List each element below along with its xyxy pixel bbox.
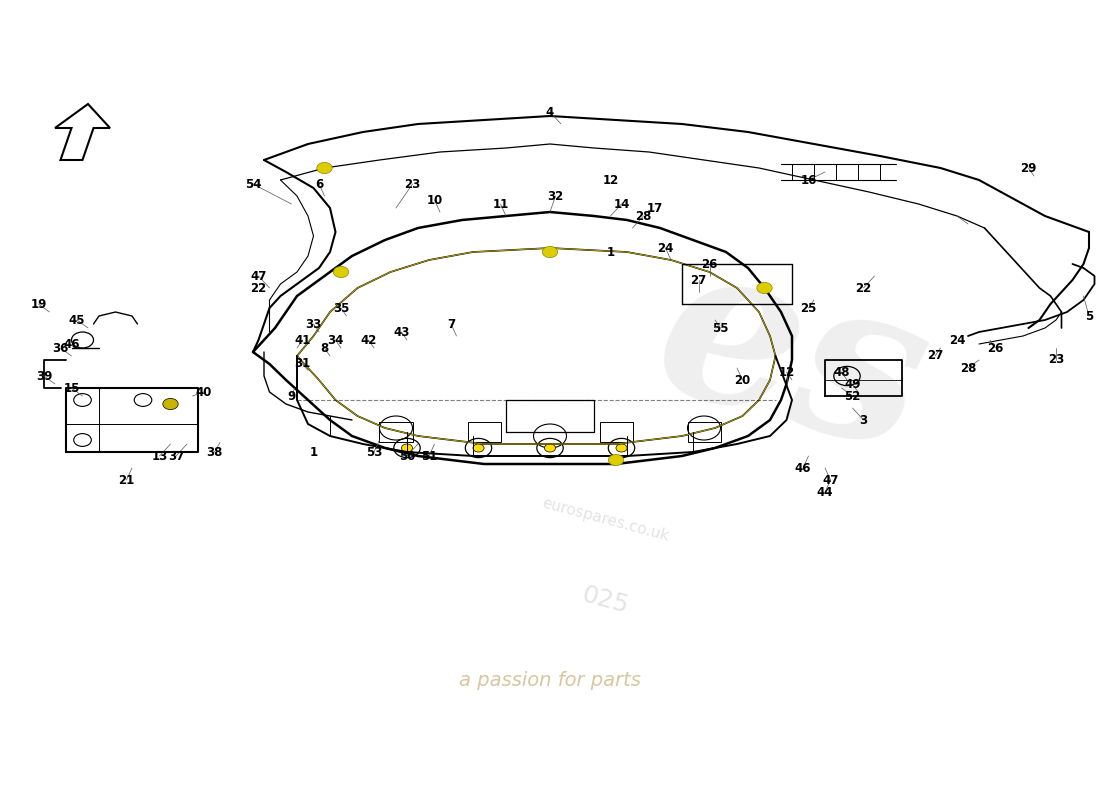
Text: 48: 48	[834, 366, 849, 378]
Text: 54: 54	[244, 178, 262, 190]
Text: 23: 23	[405, 178, 420, 190]
Bar	[600, 422, 632, 442]
Text: 46: 46	[794, 462, 812, 474]
Text: 22: 22	[856, 282, 871, 294]
Text: 27: 27	[691, 274, 706, 286]
Text: 19: 19	[31, 298, 46, 310]
Circle shape	[333, 266, 349, 278]
Text: 33: 33	[306, 318, 321, 330]
Text: 35: 35	[333, 302, 349, 314]
Circle shape	[608, 454, 624, 466]
Text: 28: 28	[960, 362, 976, 374]
Text: 9: 9	[287, 390, 296, 402]
Bar	[379, 422, 412, 442]
Text: 41: 41	[295, 334, 310, 346]
Text: 37: 37	[168, 450, 184, 462]
Text: 27: 27	[927, 350, 943, 362]
Text: 40: 40	[196, 386, 211, 398]
Text: 38: 38	[207, 446, 222, 458]
Text: 12: 12	[603, 174, 618, 186]
Text: 31: 31	[295, 358, 310, 370]
Text: 13: 13	[152, 450, 167, 462]
Text: 24: 24	[658, 242, 673, 254]
Text: 47: 47	[823, 474, 838, 486]
Circle shape	[542, 246, 558, 258]
Circle shape	[402, 444, 412, 452]
Text: 1: 1	[606, 246, 615, 258]
Text: 46: 46	[64, 338, 79, 350]
Text: 29: 29	[1021, 162, 1036, 174]
Text: 24: 24	[949, 334, 965, 346]
Text: a passion for parts: a passion for parts	[459, 670, 641, 690]
Text: 8: 8	[320, 342, 329, 354]
Text: 51: 51	[421, 450, 437, 462]
Text: 12: 12	[779, 366, 794, 378]
Text: 4: 4	[546, 106, 554, 118]
Text: 10: 10	[427, 194, 442, 206]
Text: 47: 47	[251, 270, 266, 282]
Text: 025: 025	[579, 582, 631, 618]
Text: 11: 11	[493, 198, 508, 210]
Text: 55: 55	[713, 322, 728, 334]
Text: 34: 34	[328, 334, 343, 346]
Circle shape	[616, 444, 627, 452]
Bar	[468, 422, 500, 442]
Text: 16: 16	[801, 174, 816, 186]
Text: 25: 25	[801, 302, 816, 314]
Text: 44: 44	[816, 486, 834, 498]
Text: 28: 28	[636, 210, 651, 222]
Text: 36: 36	[53, 342, 68, 354]
Text: 5: 5	[1085, 310, 1093, 322]
Text: 49: 49	[845, 378, 860, 390]
Text: 20: 20	[735, 374, 750, 386]
Text: 17: 17	[647, 202, 662, 214]
Text: 32: 32	[548, 190, 563, 202]
Text: 26: 26	[702, 258, 717, 270]
Text: 7: 7	[447, 318, 455, 330]
Text: 21: 21	[119, 474, 134, 486]
Text: 26: 26	[988, 342, 1003, 354]
Text: 6: 6	[315, 178, 323, 190]
Text: 22: 22	[251, 282, 266, 294]
Circle shape	[163, 398, 178, 410]
Text: 50: 50	[399, 450, 415, 462]
Text: 39: 39	[36, 370, 52, 382]
Circle shape	[544, 444, 556, 452]
Circle shape	[317, 162, 332, 174]
Text: 14: 14	[614, 198, 629, 210]
Text: 45: 45	[69, 314, 86, 326]
Circle shape	[473, 444, 484, 452]
Text: 1: 1	[309, 446, 318, 458]
Text: es: es	[636, 221, 948, 499]
Text: 3: 3	[859, 414, 868, 426]
Text: 43: 43	[394, 326, 409, 338]
Text: 15: 15	[64, 382, 79, 394]
Circle shape	[757, 282, 772, 294]
Text: 53: 53	[366, 446, 382, 458]
Text: eurospares.co.uk: eurospares.co.uk	[540, 496, 670, 544]
Text: 42: 42	[361, 334, 376, 346]
Text: 23: 23	[1048, 354, 1064, 366]
Bar	[688, 422, 720, 442]
Text: 52: 52	[845, 390, 860, 402]
